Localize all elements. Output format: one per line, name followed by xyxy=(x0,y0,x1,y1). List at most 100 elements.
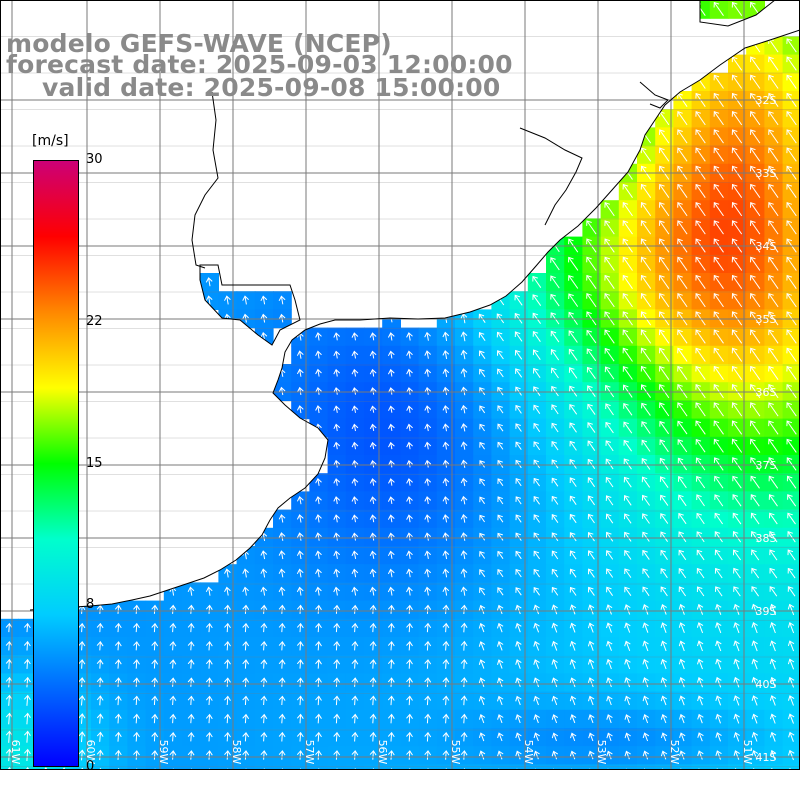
wind-arrow-head xyxy=(678,476,684,482)
wind-arrow xyxy=(732,293,743,308)
wind-arrow xyxy=(408,406,411,413)
coastline xyxy=(29,0,800,611)
wind-arrow-head xyxy=(605,421,611,428)
wind-arrow-head xyxy=(532,349,539,356)
wind-arrow-head xyxy=(659,256,665,263)
wind-arrow xyxy=(462,551,466,560)
wind-arrow xyxy=(786,402,797,417)
wind-arrow-head xyxy=(659,147,665,154)
wind-arrow xyxy=(354,696,356,706)
wind-arrow xyxy=(733,531,742,543)
wind-arrow xyxy=(208,714,211,724)
wind-arrow-head xyxy=(424,459,432,466)
wind-arrow-head xyxy=(713,402,720,408)
wind-arrow-head xyxy=(205,586,213,593)
wind-arrow xyxy=(463,659,465,669)
wind-arrow xyxy=(714,513,724,525)
wind-arrow xyxy=(8,641,10,651)
wind-arrow xyxy=(497,332,504,342)
wind-arrow-head xyxy=(588,732,595,739)
wind-arrow xyxy=(153,732,156,742)
wind-arrow xyxy=(643,659,649,670)
wind-arrow xyxy=(463,623,465,633)
wind-arrow xyxy=(371,587,375,596)
wind-arrow xyxy=(568,257,579,271)
wind-arrow-head xyxy=(731,274,738,281)
wind-arrow-head xyxy=(78,695,86,701)
wind-arrow xyxy=(732,147,743,162)
wind-arrow xyxy=(516,696,521,706)
wind-arrow xyxy=(299,750,302,760)
wind-arrow xyxy=(568,330,578,343)
wind-arrow xyxy=(299,387,302,395)
wind-arrow xyxy=(335,696,338,706)
wind-arrow-head xyxy=(750,238,756,245)
wind-arrow-head xyxy=(351,532,359,538)
wind-arrow xyxy=(695,366,706,380)
wind-arrow-head xyxy=(424,622,432,629)
wind-arrow-head xyxy=(351,677,359,683)
wind-arrow xyxy=(299,587,302,596)
wind-arrow-head xyxy=(351,604,359,611)
wind-arrow xyxy=(732,494,742,507)
wind-arrow-head xyxy=(533,622,540,629)
wind-arrow xyxy=(662,696,667,706)
wind-arrow-head xyxy=(660,549,666,556)
wind-arrow-head xyxy=(5,640,13,647)
wind-arrow xyxy=(317,732,320,742)
longitude-label: 51W xyxy=(741,740,754,765)
wind-arrow-head xyxy=(205,622,213,629)
wind-arrow xyxy=(622,184,633,198)
wind-arrow-head xyxy=(224,659,231,665)
wind-arrow-head xyxy=(442,640,450,647)
wind-arrow xyxy=(335,442,338,450)
wind-arrow xyxy=(372,333,375,341)
wind-arrow xyxy=(570,550,577,560)
wind-arrow-head xyxy=(696,475,702,482)
wind-arrow xyxy=(354,678,356,687)
wind-arrow-head xyxy=(622,311,629,317)
wind-arrow-head xyxy=(788,713,795,720)
wind-arrow xyxy=(263,659,265,669)
wind-arrow xyxy=(153,678,156,687)
wind-arrow xyxy=(226,605,229,614)
wind-arrow xyxy=(153,660,156,669)
wind-arrow-head xyxy=(551,514,558,520)
wind-arrow-head xyxy=(750,311,756,317)
wind-arrow xyxy=(117,678,120,687)
wind-arrow-head xyxy=(604,347,611,354)
wind-arrow-head xyxy=(5,712,13,718)
wind-arrow-head xyxy=(515,441,521,448)
wind-arrow xyxy=(786,293,797,308)
wind-arrow xyxy=(752,640,758,652)
wind-arrow xyxy=(208,623,211,633)
wind-arrow-head xyxy=(460,695,468,701)
wind-arrow xyxy=(117,750,120,760)
wind-arrow xyxy=(695,220,706,235)
wind-arrow xyxy=(659,366,670,380)
wind-arrow-head xyxy=(750,92,756,99)
colorbar xyxy=(33,160,79,767)
wind-arrow-head xyxy=(695,438,702,445)
wind-arrow xyxy=(660,495,669,506)
wind-arrow xyxy=(771,732,776,742)
wind-arrow-head xyxy=(369,713,377,719)
wind-arrow-head xyxy=(551,732,559,739)
wind-arrow-head xyxy=(624,586,630,593)
wind-arrow-head xyxy=(659,457,666,464)
wind-arrow-head xyxy=(478,313,485,320)
wind-arrow-head xyxy=(369,368,377,375)
wind-arrow xyxy=(335,406,338,413)
wind-arrow-head xyxy=(786,293,793,299)
wind-arrow xyxy=(172,605,174,614)
wind-arrow xyxy=(408,332,411,341)
wind-arrow-head xyxy=(731,202,738,208)
wind-arrow-head xyxy=(515,532,522,539)
wind-arrow xyxy=(642,550,650,560)
wind-arrow-head xyxy=(296,622,304,629)
wind-arrow xyxy=(786,420,797,435)
wind-arrow-head xyxy=(515,640,522,647)
wind-arrow-head xyxy=(497,496,503,503)
wind-arrow-head xyxy=(278,750,286,756)
wind-arrow xyxy=(390,641,393,651)
